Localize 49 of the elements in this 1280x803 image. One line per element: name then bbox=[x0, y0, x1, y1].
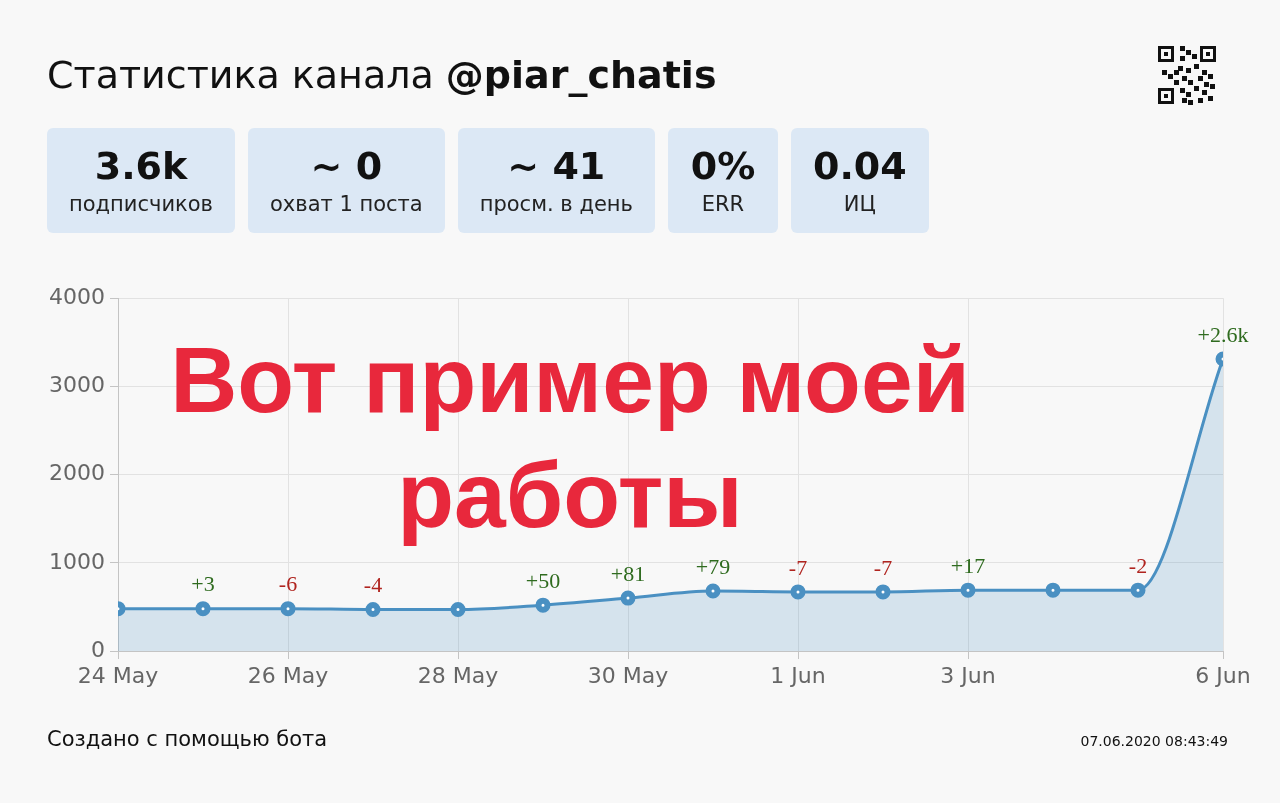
point bbox=[280, 601, 296, 617]
point bbox=[620, 590, 636, 606]
x-tick-label: 28 May bbox=[417, 662, 499, 688]
text: 0% bbox=[690, 142, 756, 189]
y-tick-label: 1000 bbox=[49, 548, 105, 574]
annotation: +50 bbox=[525, 567, 561, 593]
point bbox=[450, 602, 466, 618]
text: просм. в день bbox=[479, 190, 633, 218]
text: подписчиков bbox=[69, 190, 213, 218]
text: ~ 0 bbox=[310, 142, 383, 189]
annotation: +79 bbox=[695, 553, 731, 579]
point bbox=[195, 601, 211, 617]
x-tick-label: 1 Jun bbox=[770, 662, 826, 688]
annotation: -6 bbox=[278, 571, 298, 597]
text: 07.06.2020 08:43:49 bbox=[1080, 732, 1228, 750]
point bbox=[705, 583, 721, 599]
text: ИЦ bbox=[843, 190, 876, 218]
text: ERR bbox=[701, 190, 745, 218]
point bbox=[535, 597, 551, 613]
annotation: +3 bbox=[191, 571, 215, 597]
y-tick-label: 4000 bbox=[49, 283, 105, 309]
x-tick-label: 6 Jun bbox=[1195, 662, 1251, 688]
x-tick-label: 30 May bbox=[587, 662, 669, 688]
point bbox=[875, 584, 891, 600]
point bbox=[365, 602, 381, 618]
y-tick-label: 3000 bbox=[49, 372, 105, 398]
x-tick-label: 3 Jun bbox=[940, 662, 996, 688]
annotation: -4 bbox=[363, 572, 383, 598]
text: ~ 41 bbox=[507, 142, 606, 189]
text: 0.04 bbox=[812, 142, 907, 189]
text: Статистика канала @piar_chatis bbox=[47, 52, 717, 98]
text: 3.6k bbox=[94, 142, 188, 189]
annotation: -7 bbox=[873, 554, 893, 580]
y-tick-label: 0 bbox=[91, 636, 105, 662]
text: охват 1 поста bbox=[270, 190, 423, 218]
point bbox=[790, 584, 806, 600]
point bbox=[1045, 582, 1061, 598]
x-tick-label: 24 May bbox=[77, 662, 159, 688]
y-tick-label: 2000 bbox=[49, 460, 105, 486]
annotation: -2 bbox=[1128, 552, 1148, 578]
annotation: Вот пример моей работы bbox=[169, 327, 971, 549]
annotation: -7 bbox=[788, 554, 808, 580]
annotation: +81 bbox=[610, 560, 646, 586]
x-tick-label: 26 May bbox=[247, 662, 329, 688]
annotation: +2.6k bbox=[1197, 321, 1249, 347]
text: Создано с помощью бота bbox=[47, 726, 328, 752]
point bbox=[1130, 582, 1146, 598]
annotation: +17 bbox=[950, 552, 986, 578]
point bbox=[960, 582, 976, 598]
